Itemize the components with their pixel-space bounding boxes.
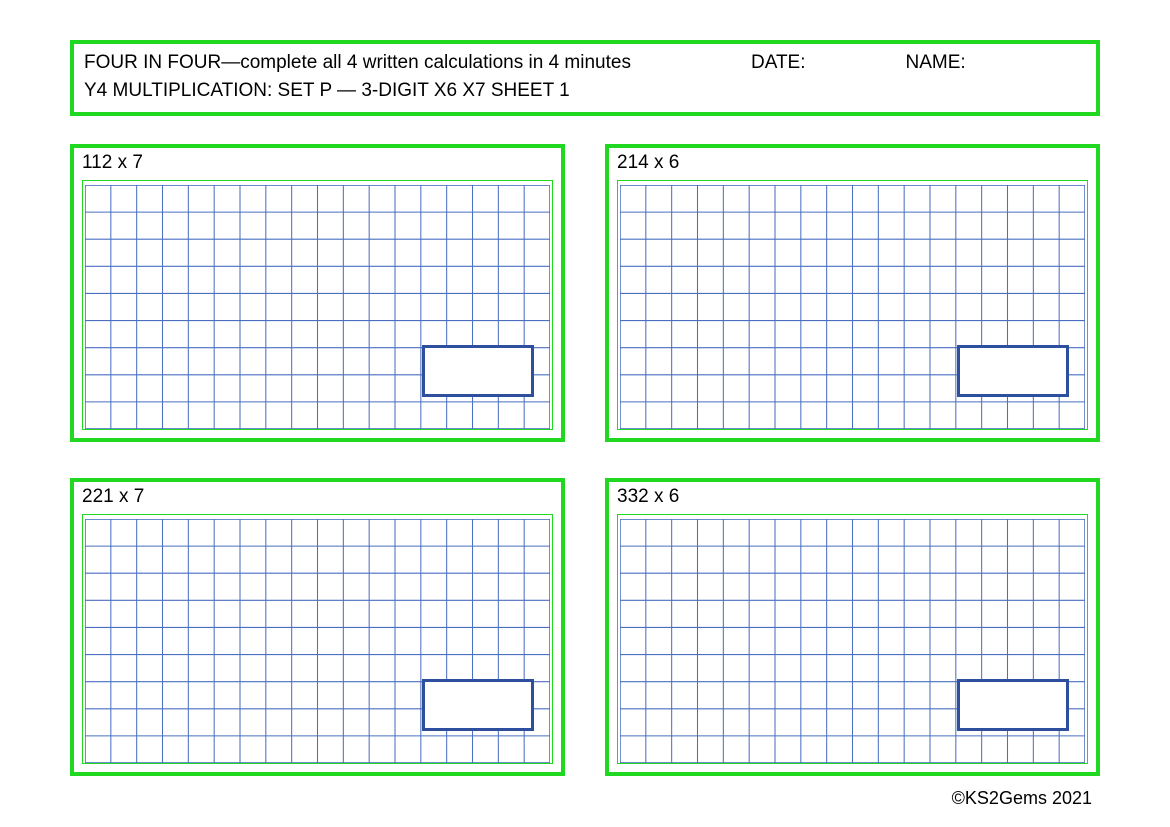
problem-label: 221 x 7 (82, 486, 553, 508)
problem-label: 214 x 6 (617, 152, 1088, 174)
problem-label: 332 x 6 (617, 486, 1088, 508)
problem-box-2: 214 x 6 (605, 144, 1100, 442)
problem-label: 112 x 7 (82, 152, 553, 174)
answer-box[interactable] (957, 679, 1069, 731)
date-label: DATE: (751, 52, 806, 74)
problems-grid: 112 x 7 214 x 6 221 x 7 332 x 6 (70, 144, 1100, 776)
problem-box-3: 221 x 7 (70, 478, 565, 776)
worksheet-header: FOUR IN FOUR—complete all 4 written calc… (70, 40, 1100, 116)
answer-box[interactable] (422, 679, 534, 731)
workgrid-frame (617, 180, 1088, 430)
answer-box[interactable] (422, 345, 534, 397)
workgrid-frame (82, 180, 553, 430)
workgrid-frame (617, 514, 1088, 764)
problem-box-4: 332 x 6 (605, 478, 1100, 776)
worksheet-title: FOUR IN FOUR—complete all 4 written calc… (84, 52, 631, 74)
worksheet-subtitle: Y4 MULTIPLICATION: SET P — 3-DIGIT X6 X7… (84, 80, 1086, 102)
name-label: NAME: (906, 52, 966, 74)
workgrid-frame (82, 514, 553, 764)
answer-box[interactable] (957, 345, 1069, 397)
copyright-footer: ©KS2Gems 2021 (952, 788, 1092, 809)
problem-box-1: 112 x 7 (70, 144, 565, 442)
